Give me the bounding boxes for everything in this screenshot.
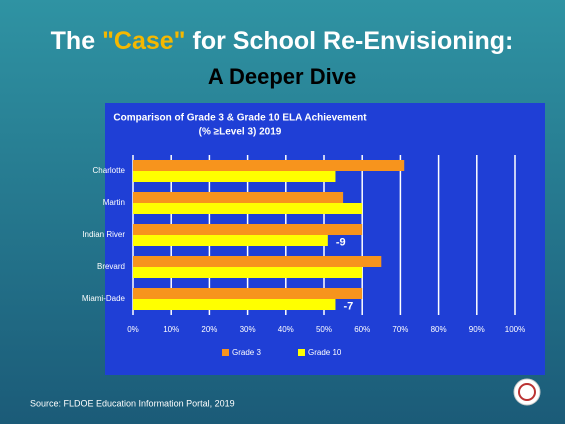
x-tick-label: 50%	[316, 325, 332, 334]
chart-title: (% ≥Level 3) 2019	[199, 127, 282, 138]
logo	[513, 378, 541, 406]
y-tick-label: Miami-Dade	[82, 294, 126, 303]
y-tick-label: Martin	[103, 198, 125, 207]
x-tick-label: 80%	[431, 325, 447, 334]
y-tick-label: Indian River	[82, 230, 125, 239]
bar	[133, 235, 328, 246]
legend-label: Grade 10	[308, 348, 342, 357]
x-tick-label: 30%	[240, 325, 256, 334]
bar	[133, 256, 382, 267]
bar	[133, 224, 363, 235]
x-tick-label: 0%	[127, 325, 139, 334]
bar	[133, 192, 344, 203]
x-tick-label: 40%	[278, 325, 294, 334]
annotation: -9	[336, 236, 346, 248]
bar	[133, 299, 336, 310]
bar	[133, 267, 363, 278]
bar	[133, 171, 336, 182]
slide-title: The "Case" for School Re-Envisioning:	[51, 27, 514, 55]
title-part: for School Re-Envisioning:	[186, 27, 514, 55]
x-tick-label: 10%	[163, 325, 179, 334]
x-tick-label: 100%	[505, 325, 525, 334]
y-tick-label: Brevard	[97, 262, 125, 271]
x-tick-label: 20%	[201, 325, 217, 334]
source: Source: FLDOE Education Information Port…	[30, 398, 235, 408]
x-tick-label: 90%	[469, 325, 485, 334]
x-tick-label: 60%	[354, 325, 370, 334]
chart-title: Comparison of Grade 3 & Grade 10 ELA Ach…	[113, 113, 367, 124]
slide-subtitle: A Deeper Dive	[208, 64, 356, 89]
bar	[133, 203, 363, 214]
y-tick-label: Charlotte	[93, 166, 126, 175]
legend-label: Grade 3	[232, 348, 261, 357]
bar	[133, 160, 405, 171]
title-part: The	[51, 27, 102, 55]
legend-swatch	[222, 349, 229, 356]
title-part: "Case"	[102, 27, 185, 55]
x-tick-label: 70%	[392, 325, 408, 334]
legend-swatch	[298, 349, 305, 356]
bar	[133, 288, 363, 299]
annotation: -7	[343, 300, 353, 312]
